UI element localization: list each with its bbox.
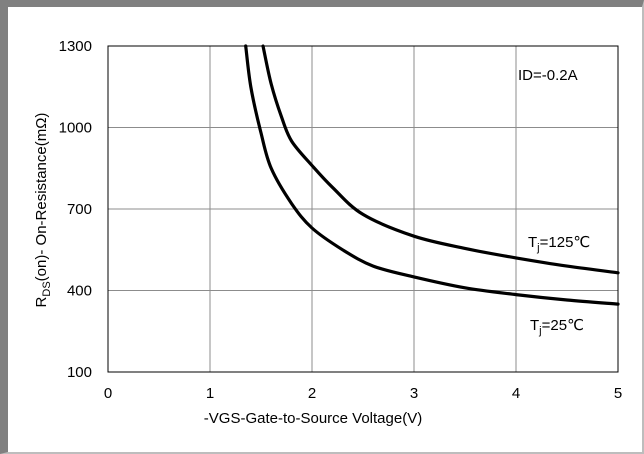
x-tick-label: 3	[410, 385, 418, 402]
x-axis-label: -VGS-Gate-to-Source Voltage(V)	[204, 410, 422, 427]
grid-lines	[108, 46, 618, 372]
x-tick-label: 2	[308, 385, 316, 402]
x-tick-label: 1	[206, 385, 214, 402]
series-label-125: Tj=125℃	[528, 234, 590, 254]
x-tick-label: 0	[104, 385, 112, 402]
y-tick-label: 100	[67, 364, 92, 381]
series-label-25-sub: j	[538, 325, 541, 337]
series-label-25-main: T	[530, 317, 539, 334]
series-label-125-rest: =125℃	[540, 234, 591, 251]
series-line-tj125	[261, 44, 620, 275]
y-tick-label: 1000	[59, 120, 92, 137]
series-label-25-rest: =25℃	[542, 317, 584, 334]
y-axis-label-sub: DS	[41, 281, 53, 296]
series-label-125-sub: j	[536, 242, 539, 254]
series-label-125-main: T	[528, 234, 537, 251]
tick-labels: 0 1 2 3 4 5 100 400 700 1000 1300	[59, 38, 623, 402]
y-tick-label: 400	[67, 283, 92, 300]
y-tick-label: 1300	[59, 38, 92, 55]
plot-area	[107, 45, 619, 373]
x-tick-label: 4	[512, 385, 520, 402]
y-axis-label-rest: (on)- On-Resistance(mΩ)	[33, 113, 50, 282]
series-label-25: Tj=25℃	[530, 317, 584, 337]
y-tick-label: 700	[67, 201, 92, 218]
series-layer	[244, 44, 620, 306]
series-line-tj25	[244, 44, 620, 306]
x-tick-label: 5	[614, 385, 622, 402]
id-annotation: ID=-0.2A	[518, 67, 578, 84]
y-axis-label-main: R	[33, 296, 50, 307]
y-axis-label: RDS(on)- On-Resistance(mΩ)	[33, 113, 53, 308]
